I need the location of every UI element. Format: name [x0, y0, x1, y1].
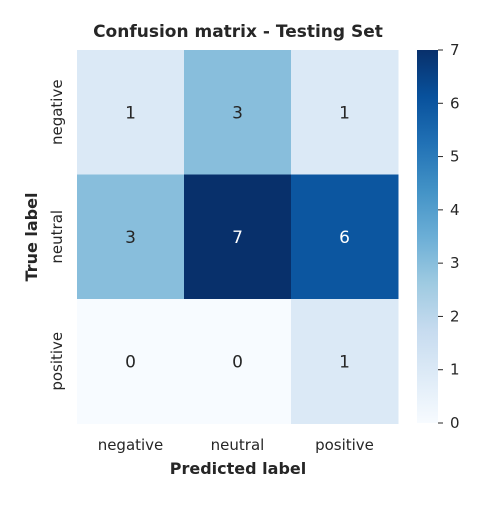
colorbar-tick-label: 2: [450, 307, 460, 325]
y-tick-label: neutral: [48, 210, 66, 264]
colorbar-tick-label: 4: [450, 201, 460, 219]
heatmap-cells: 1 3 1 3 7 6 0 0 1: [77, 50, 399, 424]
cell-value-label: 0: [232, 352, 243, 372]
colorbar-tick-label: 0: [450, 414, 460, 432]
colorbar-tick-label: 6: [450, 94, 460, 112]
x-tick-label: positive: [315, 436, 374, 454]
cell-value-label: 3: [232, 103, 243, 123]
heatmap-cell: [77, 50, 185, 175]
x-tick-labels: negative neutral positive: [98, 436, 374, 454]
y-tick-label: positive: [48, 332, 66, 391]
x-axis-label: Predicted label: [170, 459, 306, 478]
cell-value-label: 1: [125, 103, 136, 123]
cell-value-label: 0: [125, 352, 136, 372]
cell-value-label: 3: [125, 228, 136, 248]
colorbar-tick-label: 7: [450, 41, 460, 59]
heatmap-cell: [291, 299, 399, 424]
colorbar-tick-label: 5: [450, 148, 460, 166]
heatmap-cell: [291, 174, 399, 300]
y-tick-label: negative: [48, 79, 66, 145]
cell-value-label: 6: [339, 228, 350, 248]
heatmap-cell: [184, 50, 292, 175]
heatmap-cell: [77, 174, 185, 300]
cell-value-label: 7: [232, 228, 243, 248]
heatmap-cell: [184, 174, 292, 300]
cell-value-label: 1: [339, 352, 350, 372]
heatmap-cell: [77, 299, 185, 424]
y-axis-label: True label: [22, 193, 41, 282]
cell-value-label: 1: [339, 103, 350, 123]
colorbar: [417, 50, 438, 423]
colorbar-ticks: 0 1 2 3 4 5 6 7: [438, 41, 460, 432]
colorbar-tick-label: 1: [450, 361, 460, 379]
y-tick-labels: negative neutral positive: [48, 79, 66, 390]
x-tick-label: neutral: [211, 436, 265, 454]
heatmap-cell: [184, 299, 292, 424]
heatmap-cell: [291, 50, 399, 175]
colorbar-tick-label: 3: [450, 254, 460, 272]
chart-title: Confusion matrix - Testing Set: [93, 22, 383, 42]
x-tick-label: negative: [98, 436, 164, 454]
